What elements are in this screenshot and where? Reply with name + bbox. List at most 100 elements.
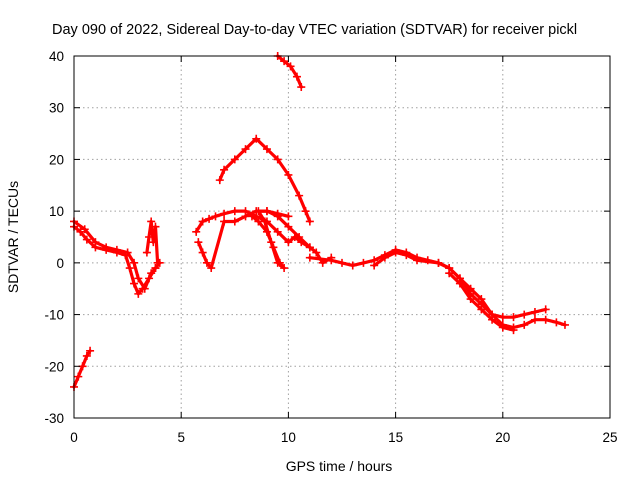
- data-point: [230, 217, 239, 226]
- plot-frame: [73, 55, 611, 419]
- data-point: [192, 227, 201, 236]
- series-trace-top: [273, 52, 306, 92]
- y-axis-label: SDTVAR / TECUs: [5, 181, 21, 293]
- data-point: [305, 243, 314, 252]
- data-point: [541, 315, 550, 324]
- data-point: [76, 227, 85, 236]
- data-point: [241, 145, 250, 154]
- data-point: [86, 346, 95, 355]
- data-point: [327, 256, 336, 265]
- data-point: [147, 269, 156, 278]
- data-point: [509, 313, 518, 322]
- y-tick-label: 0: [56, 256, 64, 271]
- data-point: [305, 217, 314, 226]
- data-point: [498, 323, 507, 332]
- data-point: [455, 279, 464, 288]
- data-point: [552, 318, 561, 327]
- data-point: [230, 155, 239, 164]
- data-point: [338, 258, 346, 267]
- data-point: [520, 310, 529, 319]
- data-point: [466, 284, 475, 293]
- data-point: [477, 305, 486, 314]
- data-point: [509, 326, 518, 335]
- data-point: [348, 261, 357, 270]
- data-point: [260, 217, 269, 226]
- data-point: [541, 305, 550, 314]
- data-point: [252, 134, 261, 143]
- data-point: [297, 83, 306, 92]
- data-point: [301, 207, 310, 216]
- series-trace-loop: [247, 207, 314, 273]
- data-point: [286, 62, 295, 71]
- data-point: [488, 315, 497, 324]
- data-point: [267, 238, 276, 247]
- data-point: [134, 289, 143, 298]
- data-point: [434, 258, 443, 267]
- data-point: [202, 258, 211, 267]
- data-point: [292, 72, 301, 81]
- x-tick-label: 20: [495, 430, 510, 445]
- data-point: [112, 245, 121, 254]
- data-point: [254, 207, 263, 216]
- y-tick-label: 20: [49, 152, 64, 167]
- data-point: [269, 243, 278, 252]
- series-trace-afternoon-3: [445, 269, 518, 335]
- data-point: [82, 235, 91, 244]
- data-point: [151, 264, 160, 273]
- data-point: [498, 313, 507, 322]
- data-point: [74, 372, 83, 381]
- data-point: [520, 320, 529, 329]
- y-tick-label: 10: [49, 204, 64, 219]
- data-point: [102, 243, 111, 252]
- x-tick-label: 15: [388, 430, 403, 445]
- data-point: [247, 212, 256, 221]
- data-point: [262, 145, 271, 154]
- data-point: [198, 217, 207, 226]
- data-point: [477, 295, 486, 304]
- data-point: [82, 351, 91, 360]
- chart-title: Day 090 of 2022, Sidereal Day-to-day VTE…: [52, 22, 577, 38]
- data-point: [125, 264, 134, 273]
- data-point: [466, 295, 475, 304]
- y-tick-label: 30: [49, 101, 64, 116]
- data-point: [198, 248, 207, 257]
- y-tick-label: -10: [44, 308, 64, 323]
- y-tick-label: -30: [44, 411, 64, 426]
- data-point: [91, 238, 100, 247]
- data-point: [140, 284, 149, 293]
- series-trace: [218, 137, 312, 224]
- series-trace-afternoon-2: [370, 248, 569, 332]
- data-point: [273, 258, 282, 267]
- data-point: [153, 258, 162, 267]
- data-point: [147, 217, 156, 226]
- series-trace: [72, 219, 158, 291]
- data-point: [145, 233, 154, 241]
- data-point: [295, 191, 304, 200]
- data-point: [370, 261, 379, 270]
- data-point: [123, 248, 132, 257]
- x-axis-label: GPS time / hours: [286, 458, 393, 474]
- data-point: [413, 256, 422, 265]
- data-point: [359, 258, 368, 267]
- data-point: [305, 253, 314, 262]
- data-point: [215, 176, 224, 185]
- data-point: [194, 238, 203, 247]
- series-trace-afternoon: [305, 245, 550, 322]
- series-trace-spikes: [142, 217, 162, 267]
- data-point: [380, 253, 389, 262]
- axis-ticks: 0 5 10 15 20 25 -30 -20 -10 0 10 20 30 40: [44, 49, 617, 445]
- data-point: [151, 222, 160, 231]
- data-point: [80, 225, 89, 234]
- x-tick-label: 25: [602, 430, 617, 445]
- data-point: [130, 279, 139, 288]
- data-point: [530, 307, 539, 316]
- data-point: [262, 207, 271, 216]
- x-tick-label: 0: [70, 430, 78, 445]
- data-point: [391, 248, 400, 257]
- data-point: [295, 233, 304, 241]
- data-point: [134, 274, 143, 283]
- data-point: [149, 238, 158, 247]
- data-point: [273, 212, 282, 221]
- data-point: [284, 222, 293, 231]
